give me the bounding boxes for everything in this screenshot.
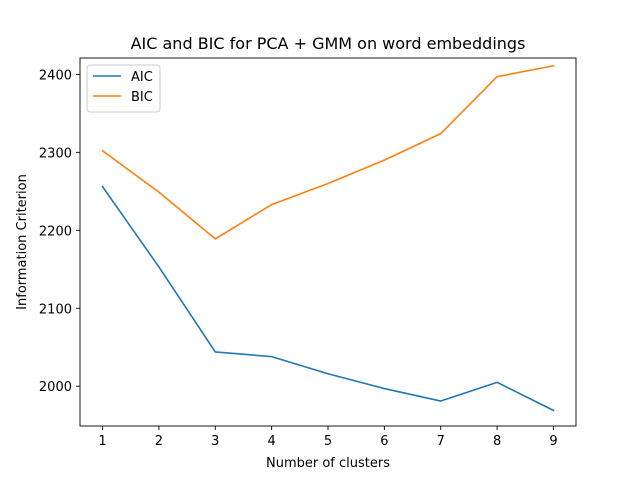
y-tick-label: 2300	[39, 146, 72, 161]
y-axis-label: Information Criterion	[15, 174, 30, 310]
legend-label-aic: AIC	[131, 70, 153, 85]
series-line-bic	[101, 64, 555, 240]
x-tick-label: 7	[437, 434, 445, 449]
x-tick-label: 1	[98, 434, 106, 449]
y-tick-label: 2000	[39, 380, 72, 395]
x-tick-label: 4	[267, 434, 275, 449]
x-tick-label: 5	[324, 434, 332, 449]
chart-title: AIC and BIC for PCA + GMM on word embedd…	[131, 34, 526, 53]
x-tick-label: 8	[493, 434, 501, 449]
plot-area: 1 2 3 4 5 6 7 8 9 2000 2100 2200 2300 2400	[39, 57, 577, 449]
y-tick-label: 2100	[39, 302, 72, 317]
x-axis-label: Number of clusters	[266, 456, 390, 471]
x-tick-label: 6	[380, 434, 388, 449]
x-tick-label: 9	[549, 434, 557, 449]
legend-label-bic: BIC	[131, 90, 153, 105]
y-tick-label: 2400	[39, 68, 72, 83]
legend: AIC BIC	[86, 64, 161, 113]
y-tick-label: 2200	[39, 224, 72, 239]
x-tick-label: 3	[211, 434, 219, 449]
series-line-aic	[101, 185, 555, 412]
x-tick-label: 2	[155, 434, 163, 449]
